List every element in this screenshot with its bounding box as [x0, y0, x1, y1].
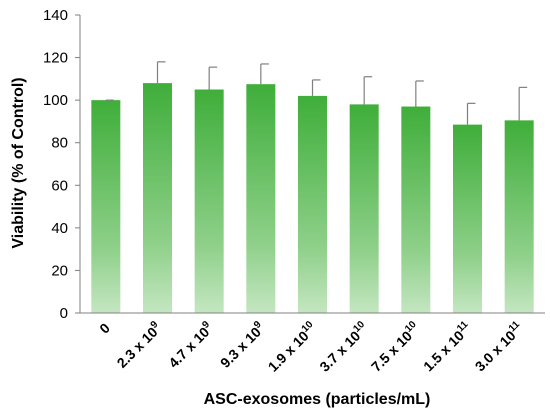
x-axis-title: ASC-exosomes (particles/mL) [204, 391, 431, 408]
y-tick-label: 100 [43, 92, 68, 109]
y-tick-label: 40 [51, 220, 68, 237]
y-tick-label: 140 [43, 7, 68, 24]
bar [401, 106, 431, 314]
bar [298, 95, 327, 313]
x-tick-label: 0 [96, 320, 113, 337]
x-tick-label: 3.0 x 1011 [471, 319, 527, 375]
y-axis-title: Viability (% of Control) [10, 77, 27, 248]
bar [453, 124, 482, 313]
bar [504, 120, 534, 313]
bar [91, 100, 121, 314]
y-tick-label: 60 [51, 177, 68, 194]
y-tick-label: 20 [51, 262, 68, 279]
error-bars [105, 61, 528, 125]
x-tick-label: 3.7 x 1010 [316, 319, 372, 375]
x-tick-label: 4.7 x 109 [165, 319, 217, 371]
y-tick-label: 120 [43, 50, 68, 67]
bar [349, 104, 379, 314]
x-tick-label: 1.9 x 1010 [264, 319, 320, 375]
x-tick-label: 2.3 x 109 [113, 319, 165, 371]
bar [143, 83, 172, 313]
y-tick-label: 80 [51, 135, 68, 152]
y-tick-label: 0 [60, 305, 68, 322]
axes [79, 15, 545, 314]
x-tick-label: 9.3 x 109 [216, 319, 268, 371]
bar [194, 89, 224, 313]
x-tick-label: 7.5 x 1010 [367, 319, 423, 375]
bar [246, 84, 276, 313]
x-tick-label: 1.5 x 1011 [419, 319, 475, 375]
y-axis-ticks: 0 20 40 60 80 100 120 140 [43, 7, 80, 322]
bars [91, 83, 534, 314]
